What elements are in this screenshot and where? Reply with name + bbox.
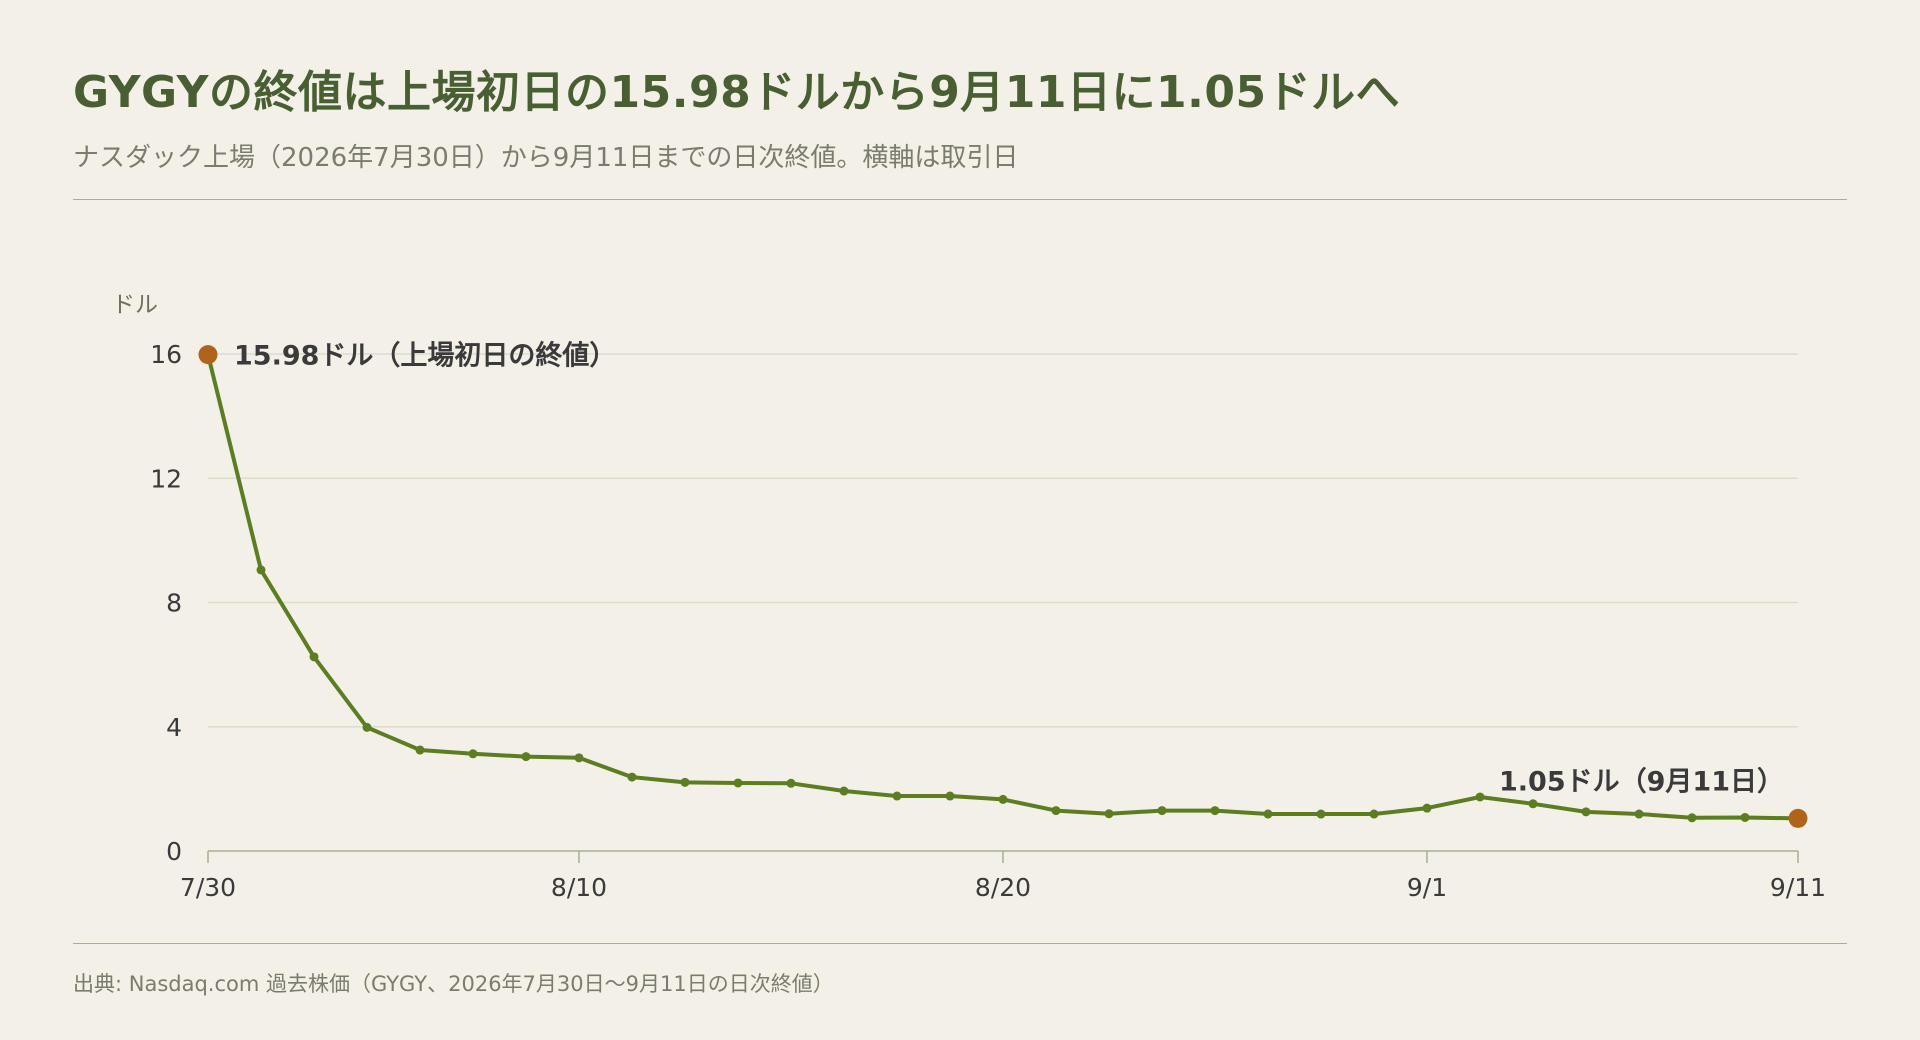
y-tick-label: 4: [166, 713, 182, 742]
x-tick-label: 7/30: [180, 873, 236, 902]
data-point: [1369, 809, 1379, 819]
y-tick-label: 8: [166, 589, 182, 618]
data-point: [1528, 799, 1538, 809]
data-point: [892, 791, 902, 801]
data-point: [256, 565, 266, 575]
data-point: [1475, 792, 1485, 802]
highlight-point: [1788, 808, 1808, 828]
annotation-label: 1.05ドル（9月11日）: [1499, 766, 1784, 797]
data-point: [1422, 803, 1432, 813]
highlight-point: [198, 345, 218, 365]
data-point: [839, 786, 849, 796]
data-point: [945, 791, 955, 801]
data-point: [468, 749, 478, 759]
x-tick-label: 8/20: [975, 873, 1031, 902]
source-note: 出典: Nasdaq.com 過去株価（GYGY、2026年7月30日〜9月11…: [73, 972, 834, 996]
data-point: [680, 777, 690, 787]
data-point: [1740, 812, 1750, 822]
data-point: [1316, 809, 1326, 819]
data-point: [1104, 809, 1114, 819]
header-divider: [73, 199, 1847, 200]
data-point: [1581, 807, 1591, 817]
y-tick-label: 0: [166, 837, 182, 866]
data-point: [309, 652, 319, 662]
x-tick-label: 9/11: [1770, 873, 1826, 902]
data-point: [1634, 809, 1644, 819]
data-point: [998, 794, 1008, 804]
annotation-label: 15.98ドル（上場初日の終値）: [234, 340, 616, 372]
data-point: [786, 778, 796, 788]
data-point: [733, 778, 743, 788]
data-point: [415, 745, 425, 755]
data-point: [1263, 809, 1273, 819]
data-point: [362, 722, 372, 732]
y-tick-label: 12: [150, 464, 182, 493]
data-point: [627, 772, 637, 782]
footer-divider: [73, 943, 1847, 944]
y-tick-label: 16: [150, 340, 182, 369]
data-point: [574, 753, 584, 763]
data-point: [1157, 806, 1167, 816]
chart-title: GYGYの終値は上場初日の15.98ドルから9月11日に1.05ドルへ: [73, 67, 1401, 118]
data-point: [1687, 813, 1697, 823]
x-tick-label: 8/10: [551, 873, 607, 902]
x-tick-label: 9/1: [1407, 873, 1447, 902]
data-point: [1051, 806, 1061, 816]
data-point: [521, 752, 531, 762]
chart-subtitle: ナスダック上場（2026年7月30日）から9月11日までの日次終値。横軸は取引日: [73, 143, 1019, 173]
series-line: [206, 352, 1800, 821]
data-point: [1210, 806, 1220, 816]
y-axis-unit-label: ドル: [112, 292, 158, 318]
